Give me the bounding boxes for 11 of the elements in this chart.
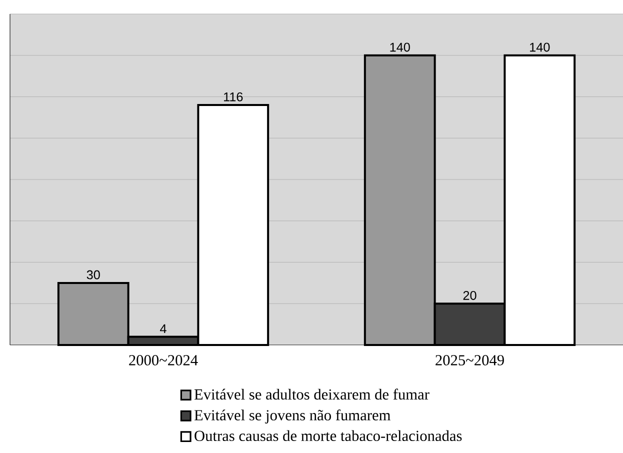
legend-label: Evitável se jovens não fumarem: [194, 409, 390, 424]
legend-label: Evitável se adultos deixarem de fumar: [194, 388, 430, 400]
data-label: 116: [224, 92, 243, 102]
x-tick-label: 2025~2049: [436, 355, 504, 366]
data-label: 140: [530, 42, 550, 52]
legend-label: Outras causas de morte tabaco-relacionadas: [194, 430, 462, 442]
x-tick-label: 2000~2024: [129, 355, 198, 366]
data-label: 4: [160, 324, 166, 334]
data-label: 30: [86, 270, 100, 280]
data-label: 20: [463, 290, 476, 300]
data-label: 140: [390, 42, 410, 52]
